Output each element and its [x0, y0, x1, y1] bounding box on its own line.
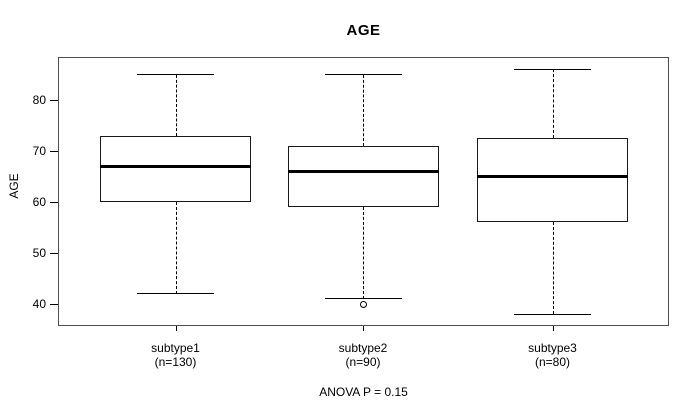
- iqr-box: [100, 135, 251, 202]
- y-axis-tick-label: 70: [32, 144, 46, 158]
- y-axis-tick-label: 50: [32, 246, 46, 260]
- lower-whisker-line: [552, 222, 554, 315]
- x-axis-group-sublabel: (n=90): [345, 355, 381, 369]
- x-axis-tick: [175, 326, 177, 331]
- x-axis-group-sublabel: (n=80): [534, 355, 571, 369]
- y-axis-label: AGE: [7, 173, 21, 199]
- x-axis-tick: [552, 326, 554, 331]
- anova-annotation: ANOVA P = 0.15: [319, 385, 408, 399]
- y-axis-tick-label: 80: [32, 93, 46, 107]
- lower-whisker-line: [175, 202, 177, 294]
- y-axis-tick: [50, 252, 58, 254]
- x-axis-group-label: subtype1: [151, 341, 200, 355]
- median-line: [287, 169, 439, 173]
- upper-whisker-cap: [324, 74, 402, 75]
- upper-whisker-line: [363, 74, 364, 146]
- upper-whisker-line: [175, 74, 177, 136]
- lower-whisker-cap: [324, 298, 402, 300]
- y-axis-tick: [50, 303, 58, 305]
- median-line: [100, 164, 251, 168]
- y-axis-tick: [50, 99, 58, 101]
- y-axis-tick-label: 60: [32, 195, 46, 209]
- x-axis-group-label: subtype3: [528, 341, 577, 355]
- lower-whisker-cap: [137, 293, 214, 295]
- x-axis-tick: [363, 326, 364, 331]
- iqr-box: [287, 145, 439, 208]
- upper-whisker-line: [552, 69, 554, 139]
- upper-whisker-cap: [514, 68, 591, 70]
- iqr-box: [477, 138, 628, 223]
- upper-whisker-cap: [137, 74, 214, 75]
- x-axis-group-label: subtype2: [338, 341, 388, 355]
- y-axis-tick: [50, 201, 58, 203]
- chart-title: AGE: [346, 22, 381, 39]
- lower-whisker-cap: [514, 313, 591, 315]
- outlier-point: [359, 300, 367, 308]
- y-axis-tick-label: 40: [32, 297, 46, 311]
- lower-whisker-line: [363, 207, 364, 299]
- x-axis-group-sublabel: (n=130): [154, 355, 197, 369]
- median-line: [477, 175, 628, 178]
- y-axis-tick: [50, 150, 58, 152]
